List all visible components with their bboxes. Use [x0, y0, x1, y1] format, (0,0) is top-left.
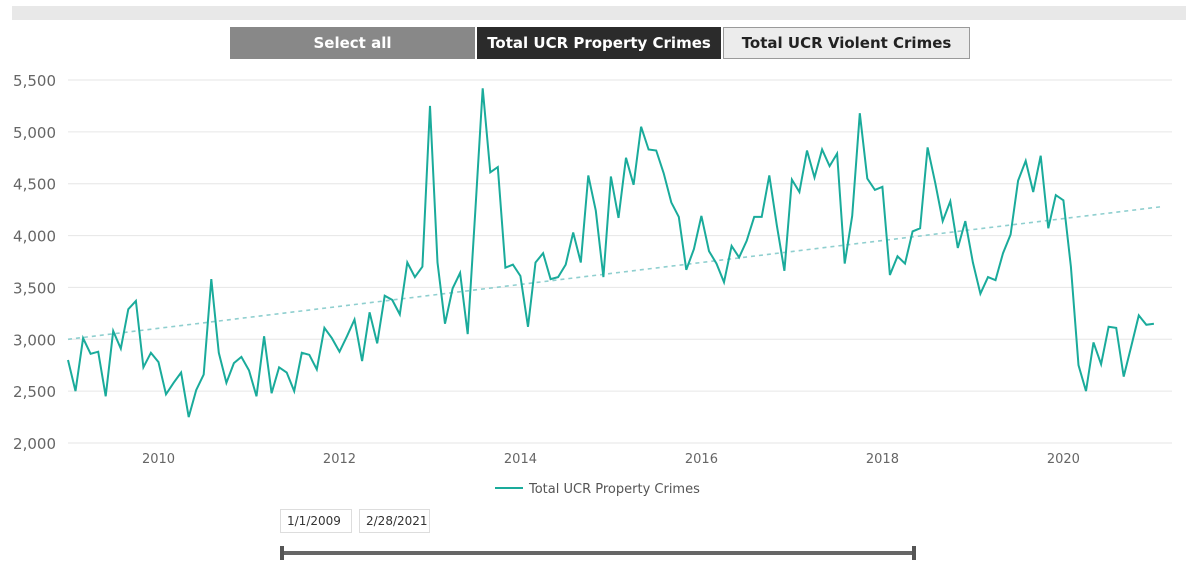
- y-tick-label: 3,000: [13, 331, 56, 349]
- series-line-property-crimes: [67, 88, 1155, 418]
- x-axis: 2010 2012 2014 2016 2018 2020: [142, 452, 1080, 467]
- x-tick-label: 2020: [1047, 452, 1080, 467]
- y-tick-label: 5,500: [13, 72, 56, 90]
- end-date-input[interactable]: 2/28/2021: [359, 509, 430, 533]
- y-axis: 2,000 2,500 3,000 3,500 4,000 4,500 5,000 5,500: [13, 72, 56, 453]
- start-date-input[interactable]: 1/1/2009: [280, 509, 352, 533]
- x-tick-label: 2016: [685, 452, 718, 467]
- date-range-slider[interactable]: [280, 546, 916, 560]
- slider-handle-start[interactable]: [280, 546, 284, 560]
- x-tick-label: 2018: [866, 452, 899, 467]
- y-tick-label: 4,000: [13, 228, 56, 246]
- slider-track[interactable]: [282, 551, 914, 555]
- legend-label: Total UCR Property Crimes: [528, 482, 700, 497]
- y-tick-label: 4,500: [13, 176, 56, 194]
- header-bar: [12, 6, 1186, 20]
- legend: Total UCR Property Crimes: [495, 482, 700, 497]
- gridlines: [68, 79, 1172, 444]
- slider-handle-end[interactable]: [912, 546, 916, 560]
- select-all-button[interactable]: Select all: [230, 27, 475, 59]
- y-tick-label: 2,500: [13, 383, 56, 401]
- violent-crimes-button[interactable]: Total UCR Violent Crimes: [723, 27, 970, 59]
- x-tick-label: 2010: [142, 452, 175, 467]
- x-tick-label: 2012: [323, 452, 356, 467]
- trendline: [67, 205, 1164, 341]
- y-tick-label: 2,000: [13, 435, 56, 453]
- property-crimes-button[interactable]: Total UCR Property Crimes: [477, 27, 721, 59]
- line-chart: 2,000 2,500 3,000 3,500 4,000 4,500 5,000 5,500…: [13, 72, 1172, 497]
- x-tick-label: 2014: [504, 452, 537, 467]
- y-tick-label: 5,000: [13, 124, 56, 142]
- y-tick-label: 3,500: [13, 279, 56, 297]
